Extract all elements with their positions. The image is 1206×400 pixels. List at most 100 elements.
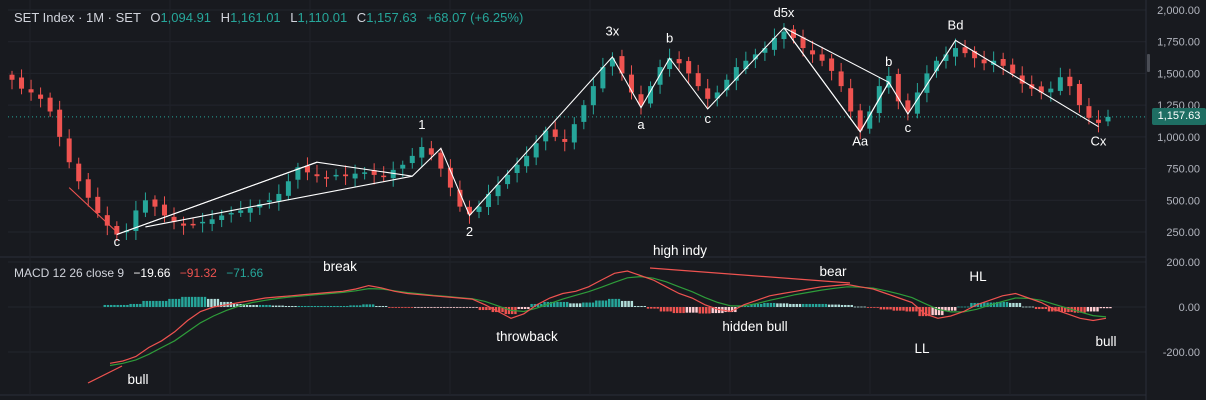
macd-histogram-bar: [333, 305, 336, 307]
macd-histogram-bar: [410, 307, 414, 308]
macd-histogram-bar: [776, 303, 779, 307]
macd-histogram-bar: [630, 300, 634, 307]
candle: [895, 68, 901, 110]
symbol-legend: SET Index · 1M · SET O1,094.91 H1,161.01…: [14, 10, 523, 25]
macd-histogram-bar: [659, 307, 663, 312]
macd-histogram-bar: [271, 305, 275, 307]
macd-histogram-bar: [527, 307, 530, 310]
macd-histogram-bar: [549, 301, 553, 307]
macd-histogram-bar: [1015, 302, 1018, 307]
low-label: L: [290, 10, 298, 25]
macd-histogram-bar: [274, 305, 278, 307]
candle: [810, 40, 816, 63]
macd-histogram-bar: [378, 305, 381, 307]
macd-histogram-bar: [853, 306, 857, 308]
bull-divergence-line[interactable]: [87, 365, 123, 384]
scale-drag-handle[interactable]: [1147, 54, 1150, 72]
macd-name[interactable]: MACD 12 26 close 9: [14, 266, 125, 280]
trendline-early-red-line[interactable]: [68, 187, 118, 233]
macd-histogram-bar: [608, 298, 611, 307]
macd-histogram-bar: [902, 307, 905, 311]
macd-histogram-bar: [255, 304, 258, 307]
candle: [95, 187, 101, 218]
macd-histogram-bar: [126, 304, 129, 307]
trendline-wave-zigzag[interactable]: [116, 26, 1099, 236]
candle: [524, 146, 530, 173]
macd-histogram-bar: [857, 306, 860, 308]
trendline-upper-channel[interactable]: [116, 161, 318, 236]
macd-histogram-bar: [507, 307, 511, 315]
macd-histogram-bar: [1060, 307, 1064, 313]
macd-histogram-bar: [520, 307, 524, 310]
trendline-lower-channel[interactable]: [145, 175, 413, 228]
candle: [590, 77, 596, 115]
low-value: 1,110.01: [297, 10, 348, 25]
candle: [819, 46, 825, 67]
macd-histogram-bar: [491, 307, 495, 313]
candle: [324, 170, 330, 187]
macd-histogram-bar: [747, 305, 750, 307]
high-label: H: [220, 10, 231, 25]
macd-histogram-bar: [792, 303, 795, 307]
wave-label: c: [905, 120, 912, 135]
trendline-abc-triangle[interactable]: [783, 27, 890, 133]
wave-label: Aa: [852, 134, 869, 149]
macd-histogram-bar: [129, 303, 132, 307]
signal-line: [109, 275, 1107, 367]
macd-histogram-bar: [837, 304, 841, 307]
price-annotations: c 1 2 3x a b c d5x Aa b c Bd Cx: [114, 5, 1107, 249]
macd-histogram-bar: [122, 304, 126, 307]
candle: [57, 100, 63, 147]
macd-lines: [87, 267, 1107, 384]
price-tick-label: 250.00: [1166, 227, 1200, 239]
macd-histogram-bar: [310, 305, 313, 307]
macd-histogram-bar: [313, 305, 317, 307]
bear-divergence-line[interactable]: [649, 267, 851, 284]
macd-histogram-bar: [666, 307, 669, 312]
candle: [133, 200, 139, 240]
macd-histogram-bar: [194, 296, 197, 307]
macd-histogram-bar: [381, 305, 385, 307]
wave-label: Cx: [1091, 134, 1107, 149]
macd-histogram-bar: [352, 305, 355, 307]
candle: [257, 199, 263, 215]
symbol-title[interactable]: SET Index · 1M · SET: [14, 10, 141, 25]
macd-histogram-bar: [155, 300, 158, 307]
macd-histogram-bar: [556, 301, 559, 307]
signal-value: −91.32: [179, 266, 217, 280]
candle: [676, 51, 682, 70]
candle: [486, 184, 492, 216]
macd-histogram-bar: [404, 307, 407, 308]
candle: [47, 92, 53, 117]
candle: [190, 218, 196, 229]
macd-histogram-bar: [692, 307, 695, 313]
macd-histogram-bar: [821, 303, 824, 307]
macd-histogram-bar: [963, 306, 967, 308]
macd-histogram-bar: [1089, 307, 1093, 312]
candle: [409, 148, 415, 169]
macd-histogram-bar: [465, 307, 469, 308]
macd-histogram-bar: [711, 307, 714, 314]
macd-histogram-bar: [181, 296, 184, 307]
candle: [953, 38, 959, 66]
macd-histogram-bar: [536, 303, 540, 307]
macd-histogram-bar: [294, 305, 297, 307]
price-axes[interactable]: 2,000.001,750.001,500.001,250.001,000.00…: [1145, 0, 1206, 400]
macd-histogram-bar: [766, 302, 769, 307]
candle: [838, 62, 844, 92]
macd-histogram-bar: [219, 301, 223, 307]
macd-histogram-bar: [895, 307, 899, 311]
candle: [657, 59, 663, 94]
macd-annotation: bull: [1095, 334, 1116, 349]
price-scale-background[interactable]: [1146, 0, 1206, 400]
macd-histogram-bar: [814, 303, 818, 307]
macd-histogram-bar: [637, 305, 640, 307]
macd-histogram-bar: [171, 298, 174, 307]
macd-histogram-bar: [643, 305, 647, 307]
macd-histogram-bar: [116, 304, 119, 307]
macd-histogram-bar: [523, 307, 527, 310]
candle: [142, 192, 148, 218]
macd-histogram-bar: [190, 296, 194, 307]
trendlines: [68, 26, 1099, 236]
wave-label: d5x: [773, 5, 794, 20]
